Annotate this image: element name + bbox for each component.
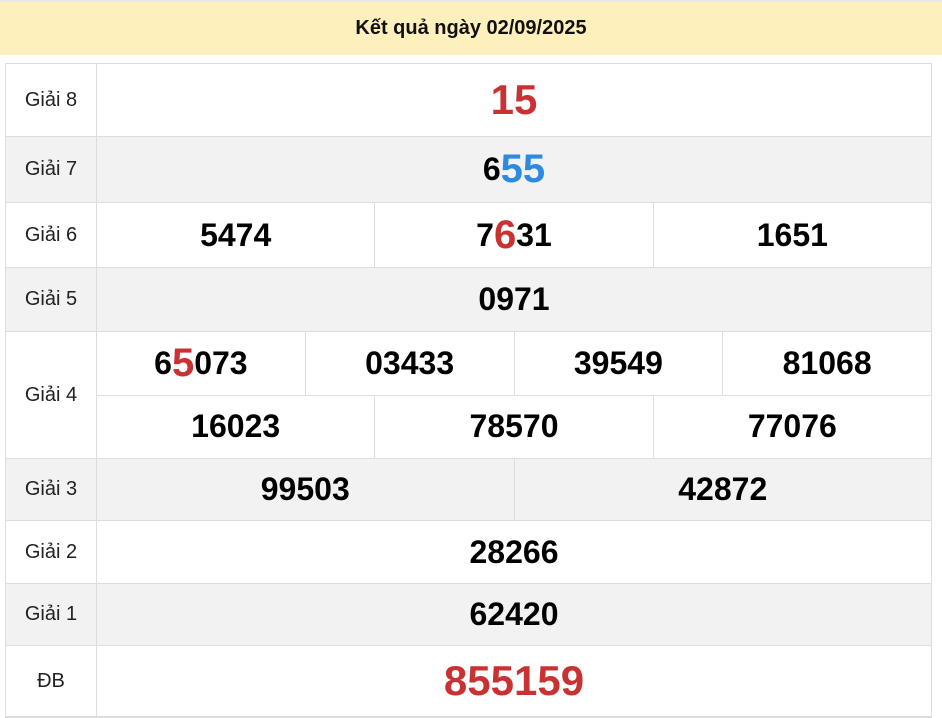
prize-number: 1651 <box>652 203 931 267</box>
number-digits: 31 <box>516 216 552 253</box>
number-digits: 855159 <box>443 657 585 704</box>
number-digits: 5474 <box>200 216 272 253</box>
prize-row: Giải 6 5474 7 6 31 1651 <box>6 203 931 268</box>
prize-label: Giải 2 <box>6 521 97 583</box>
number-digits: 7 <box>476 216 494 253</box>
highlighted-digits: 55 <box>500 147 546 191</box>
prize-row: ĐB 855159 <box>6 646 931 717</box>
results-header: Kết quả ngày 02/09/2025 <box>0 0 942 55</box>
prize-label: Giải 3 <box>6 459 97 520</box>
prize-row: Giải 3 99503 42872 <box>6 459 931 521</box>
prize-label: Giải 4 <box>6 332 97 458</box>
highlighted-digits: 6 <box>493 212 517 257</box>
prize-number: 0971 <box>97 268 931 331</box>
prize-row: Giải 2 28266 <box>6 521 931 584</box>
highlighted-digits: 5 <box>171 340 195 385</box>
number-digits: 78570 <box>469 408 559 445</box>
number-digits: 28266 <box>469 533 559 570</box>
prize-row: Giải 8 15 <box>6 64 931 137</box>
prize-label: Giải 5 <box>6 268 97 331</box>
prize-row: Giải 5 0971 <box>6 268 931 332</box>
number-digits: 39549 <box>573 344 663 381</box>
prize-label: Giải 1 <box>6 584 97 645</box>
prize-row: Giải 4 6 5 073 03433 39549 81068 16023 78570 7707… <box>6 332 931 459</box>
number-digits: 1651 <box>756 216 828 253</box>
number-digits: 16023 <box>191 408 281 445</box>
prize-row: Giải 7 6 55 <box>6 137 931 203</box>
prize-row: Giải 1 62420 <box>6 584 931 646</box>
number-digits: 0971 <box>478 281 550 317</box>
prize-label: Giải 7 <box>6 137 97 202</box>
number-digits: 6 <box>482 151 501 187</box>
prize-label: ĐB <box>6 646 97 716</box>
prize-number: 28266 <box>97 521 931 583</box>
prize-number: 39549 <box>513 332 723 395</box>
prize-number: 6 55 <box>97 137 931 202</box>
prize-number: 855159 <box>97 646 931 716</box>
prize-number: 78570 <box>374 395 652 458</box>
prize-number: 99503 <box>97 459 514 520</box>
number-digits: 42872 <box>678 471 768 507</box>
prize-label: Giải 8 <box>6 64 97 136</box>
number-digits: 99503 <box>260 471 350 507</box>
prize-number: 5474 <box>97 203 374 267</box>
number-digits: 77076 <box>747 408 837 445</box>
number-digits: 03433 <box>365 344 455 381</box>
prize-number: 7 6 31 <box>374 203 652 267</box>
number-digits: 62420 <box>469 596 559 632</box>
prize-number: 15 <box>97 64 931 136</box>
number-digits: 073 <box>194 344 248 381</box>
prize-number: 16023 <box>97 396 374 459</box>
prize-number: 62420 <box>97 584 931 645</box>
prize-number: 42872 <box>513 459 932 520</box>
number-digits: 81068 <box>782 344 872 381</box>
prize-number: 6 5 073 <box>97 332 305 395</box>
number-digits: 6 <box>154 344 172 381</box>
prize-number: 81068 <box>722 332 931 395</box>
number-digits: 15 <box>490 76 538 123</box>
results-table: Giải 8 15 Giải 7 6 55 Giải 6 5474 7 6 31 1651 Giải … <box>5 63 932 718</box>
prize-number: 77076 <box>652 395 931 458</box>
prize-number: 03433 <box>304 332 514 395</box>
prize-label: Giải 6 <box>6 203 97 267</box>
